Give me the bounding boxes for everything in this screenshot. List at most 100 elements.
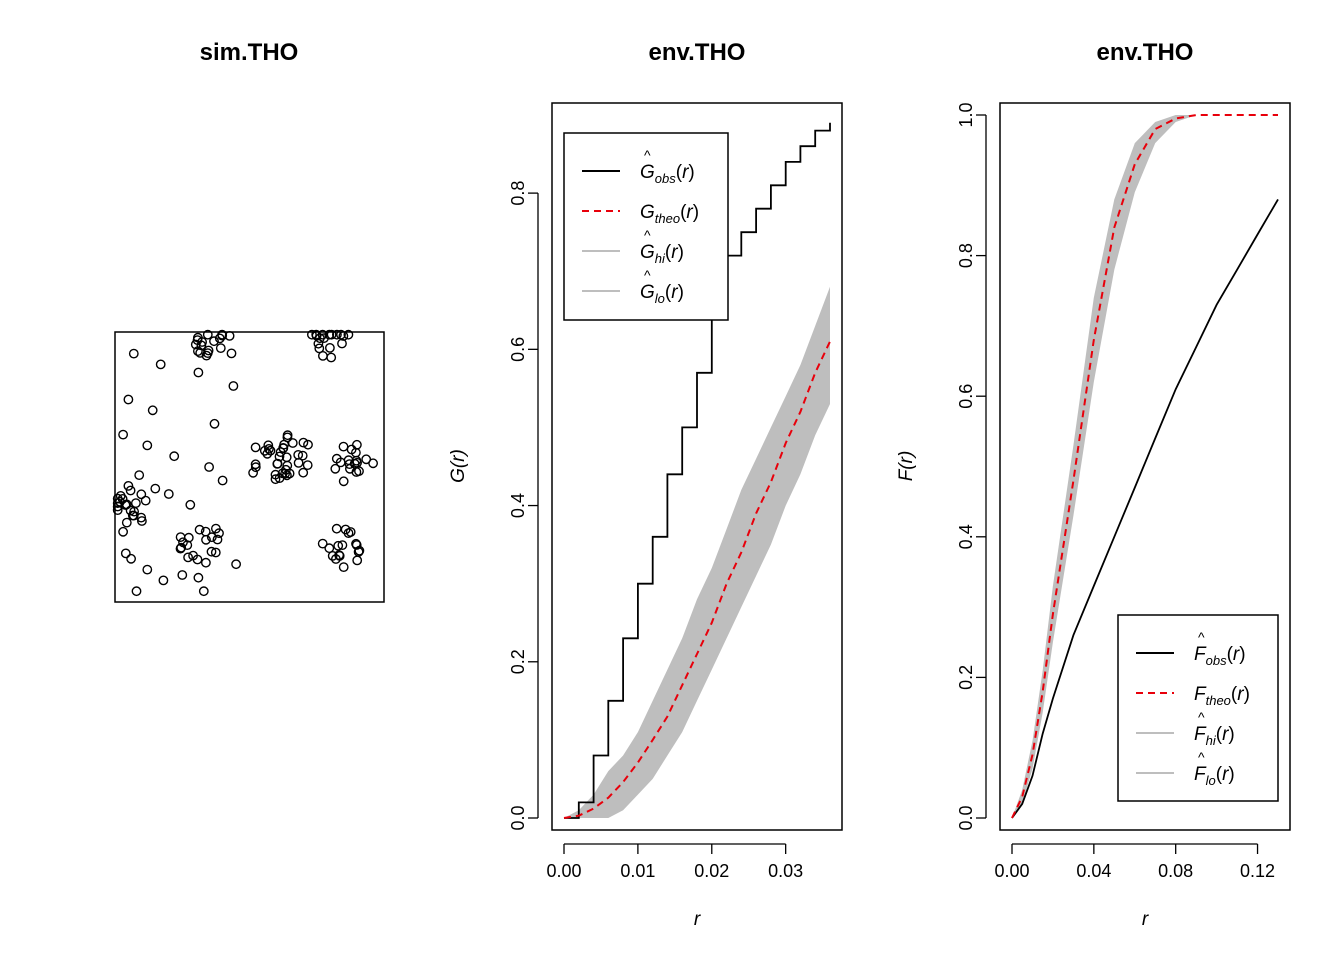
point-84 bbox=[338, 476, 349, 487]
x-tick-label: 0.08 bbox=[1158, 861, 1193, 881]
f-function-panel: 0.00 0.04 0.08 0.12 0.0 0.2 0.4 0.6 0.8 1.0 r F(r… bbox=[896, 102, 1291, 930]
point-154 bbox=[121, 517, 132, 528]
point-172 bbox=[274, 473, 285, 483]
point-140 bbox=[136, 512, 147, 523]
point-75 bbox=[297, 450, 308, 461]
legend-label-theo: Gtheo(r) bbox=[640, 202, 699, 226]
point-67 bbox=[298, 467, 309, 478]
obs-line bbox=[1011, 198, 1279, 819]
point-164 bbox=[280, 464, 291, 475]
legend-label-lo: Glo(r) bbox=[640, 282, 684, 306]
point-114 bbox=[175, 532, 186, 542]
point-103 bbox=[194, 524, 205, 535]
point-2 bbox=[158, 575, 169, 586]
x-tick-label: 0.03 bbox=[768, 861, 803, 881]
point-5 bbox=[142, 564, 153, 575]
legend-hat-lo: ^ bbox=[1198, 749, 1205, 765]
point-165 bbox=[270, 474, 281, 485]
point-88 bbox=[330, 463, 341, 474]
point-134 bbox=[345, 527, 356, 537]
point-133 bbox=[351, 540, 362, 550]
point-80 bbox=[298, 437, 309, 448]
point-137 bbox=[327, 551, 338, 561]
f-plot-box bbox=[999, 102, 1291, 831]
x-tick-label: 0.00 bbox=[994, 861, 1029, 881]
point-24 bbox=[147, 405, 158, 416]
point-62 bbox=[306, 329, 317, 340]
point-51 bbox=[343, 329, 354, 340]
f-y-axis-label: F(r) bbox=[896, 451, 917, 482]
y-tick-label: 0.8 bbox=[956, 243, 976, 268]
x-tick-label: 0.00 bbox=[546, 861, 581, 881]
theo-line bbox=[1011, 114, 1278, 819]
point-90 bbox=[344, 459, 355, 469]
panel2-title: env.THO bbox=[649, 39, 746, 66]
legend-hat-hi: ^ bbox=[1198, 709, 1205, 725]
g-y-axis-label: G(r) bbox=[448, 449, 469, 483]
point-157 bbox=[250, 442, 261, 453]
point-6 bbox=[231, 559, 242, 570]
point-3 bbox=[193, 572, 204, 583]
point-120 bbox=[333, 540, 344, 551]
point-63 bbox=[311, 330, 322, 341]
point-59 bbox=[317, 350, 328, 361]
point-1 bbox=[198, 586, 209, 597]
point-131 bbox=[337, 540, 348, 550]
point-115 bbox=[206, 546, 217, 557]
point-169 bbox=[259, 445, 270, 456]
point-47 bbox=[197, 337, 208, 347]
legend-label-obs: Gobs(r) bbox=[640, 162, 695, 186]
point-99 bbox=[368, 458, 378, 469]
point-18 bbox=[134, 470, 145, 480]
point-170 bbox=[250, 462, 261, 473]
point-29 bbox=[128, 348, 139, 359]
point-25 bbox=[123, 394, 134, 405]
point-7 bbox=[126, 553, 137, 564]
point-13 bbox=[185, 499, 196, 510]
point-39 bbox=[192, 346, 203, 356]
point-150 bbox=[136, 489, 147, 500]
point-155 bbox=[125, 485, 136, 496]
point-9 bbox=[206, 532, 217, 543]
legend-label-lo: Flo(r) bbox=[1194, 764, 1235, 788]
f-legend-box bbox=[1117, 614, 1279, 802]
y-tick-label: 0.8 bbox=[508, 181, 528, 206]
point-106 bbox=[200, 526, 211, 537]
y-tick-label: 0.2 bbox=[508, 649, 528, 674]
point-151 bbox=[125, 505, 136, 516]
point-64 bbox=[324, 329, 335, 340]
point-22 bbox=[118, 429, 129, 440]
g-function-panel: 0.00 0.01 0.02 0.03 0.0 0.2 0.4 0.6 0.8 r G(r) G… bbox=[448, 102, 843, 930]
y-tick-label: 1.0 bbox=[956, 102, 976, 127]
point-10 bbox=[118, 526, 129, 537]
point-17 bbox=[217, 475, 228, 486]
point-16 bbox=[123, 480, 134, 491]
point-123 bbox=[338, 562, 349, 572]
point-4 bbox=[177, 570, 188, 580]
point-43 bbox=[215, 343, 226, 353]
g-x-axis-label: r bbox=[694, 909, 701, 930]
y-tick-label: 0.6 bbox=[956, 384, 976, 409]
point-116 bbox=[178, 537, 188, 548]
panel3-title: env.THO bbox=[1097, 39, 1194, 66]
g-plot-box bbox=[551, 102, 843, 831]
x-tick-label: 0.01 bbox=[620, 861, 655, 881]
point-56 bbox=[331, 329, 342, 340]
point-77 bbox=[303, 439, 313, 450]
point-19 bbox=[204, 462, 215, 472]
point-173 bbox=[250, 459, 261, 470]
point-117 bbox=[200, 557, 211, 568]
point-14 bbox=[163, 489, 174, 499]
point-65 bbox=[324, 342, 335, 353]
y-tick-label: 0.6 bbox=[508, 337, 528, 362]
point-149 bbox=[120, 500, 131, 510]
y-tick-label: 0.4 bbox=[508, 493, 528, 518]
point-136 bbox=[331, 523, 342, 534]
point-93 bbox=[350, 447, 361, 458]
legend-label-hi: Fhi(r) bbox=[1194, 724, 1235, 748]
point-107 bbox=[212, 534, 223, 545]
point-8 bbox=[120, 548, 131, 559]
point-119 bbox=[183, 552, 194, 563]
y-tick-label: 0.0 bbox=[956, 805, 976, 830]
